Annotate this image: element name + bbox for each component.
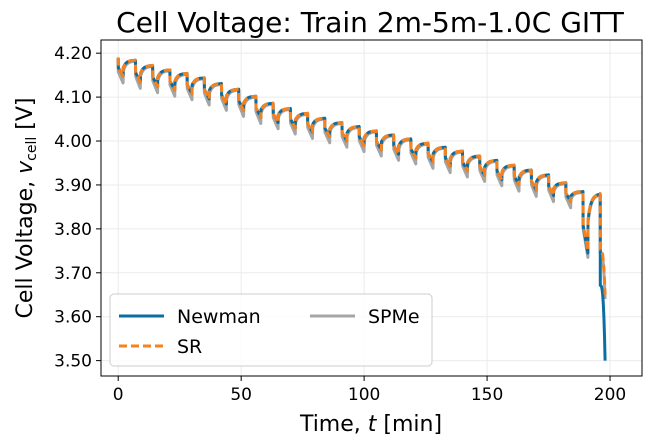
x-tick-label: 200 — [594, 385, 626, 405]
legend-label-sr: SR — [177, 336, 202, 358]
y-tick-label: 3.70 — [54, 264, 92, 284]
legend-label-spme: SPMe — [368, 306, 420, 328]
x-tick-label: 0 — [113, 385, 124, 405]
plot-frame — [100, 39, 643, 377]
x-tick-label: 100 — [348, 385, 380, 405]
chart-title: Cell Voltage: Train 2m-5m-1.0C GITT — [116, 6, 625, 39]
y-tick-label: 4.10 — [54, 88, 92, 108]
y-tick-label: 4.00 — [54, 132, 92, 152]
plot-area — [116, 57, 607, 361]
axis-ticks: 0 50 100 150 200 3.50 3.60 3.70 3.80 3.90 4.00 4.10… — [54, 44, 626, 405]
x-tick-label: 150 — [471, 385, 503, 405]
x-tick-label: 50 — [230, 385, 252, 405]
legend-label-newman: Newman — [177, 306, 261, 328]
legend: Newman SR SPMe — [109, 293, 433, 367]
legend-box — [109, 293, 433, 367]
y-tick-label: 3.50 — [54, 352, 92, 372]
x-axis-label: Time, t [min] — [299, 412, 442, 437]
y-tick-label: 4.20 — [54, 44, 92, 64]
y-tick-label: 3.90 — [54, 176, 92, 196]
y-tick-label: 3.60 — [54, 308, 92, 328]
series-line-sr — [116, 57, 607, 295]
y-tick-label: 3.80 — [54, 220, 92, 240]
y-axis-label: Cell Voltage, vcell [V] — [13, 98, 40, 319]
